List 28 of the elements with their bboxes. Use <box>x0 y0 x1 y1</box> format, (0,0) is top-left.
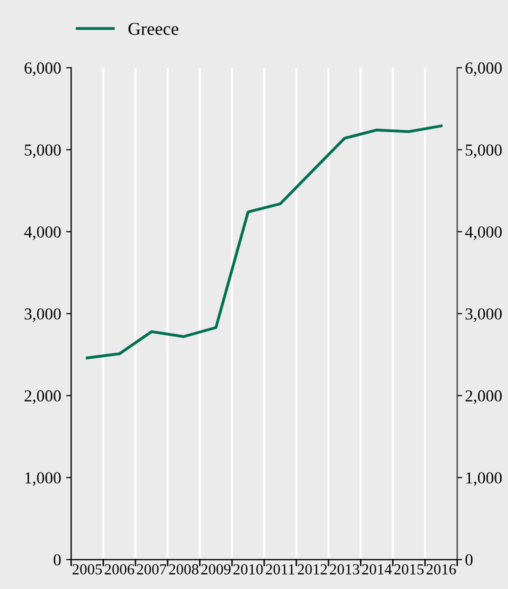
x-tick-label: 2006 <box>104 564 134 574</box>
x-tick-label: 2014 <box>362 564 392 574</box>
line-series <box>86 124 443 360</box>
y-tick-label: 1,000 <box>25 472 61 486</box>
x-tick-label: 2016 <box>426 564 456 574</box>
y-tick-label: 5,000 <box>24 144 61 158</box>
y2-tick-label: 3,000 <box>466 308 502 322</box>
x-tick-label: 2005 <box>72 564 102 574</box>
y2-tick-label: 6,000 <box>466 62 502 76</box>
x-tick-label: 2012 <box>298 564 327 574</box>
y-tick-label: 0 <box>54 554 61 566</box>
x-tick-label: 2011 <box>266 564 294 574</box>
y-tick-label: 2,000 <box>24 390 61 404</box>
y-tick-label: 3,000 <box>24 308 61 322</box>
y2-tick-label: 2,000 <box>466 390 502 404</box>
x-tick-label: 2009 <box>201 564 231 574</box>
x-tick-label: 2008 <box>169 564 198 574</box>
y2-tick-label: 4,000 <box>465 226 502 240</box>
y2-tick-label: 0 <box>465 554 473 566</box>
y-tick-label: 6,000 <box>24 62 61 76</box>
x-tick-label: 2013 <box>330 564 360 574</box>
y2-tick-label: 5,000 <box>466 144 502 158</box>
y2-tick-label: 1,000 <box>466 472 502 486</box>
x-tick-label: 2010 <box>233 564 263 574</box>
legend-label: Greece <box>128 22 178 35</box>
y-tick-label: 4,000 <box>24 226 61 240</box>
x-tick-label: 2007 <box>136 564 166 574</box>
x-tick-label: 2015 <box>394 564 424 574</box>
